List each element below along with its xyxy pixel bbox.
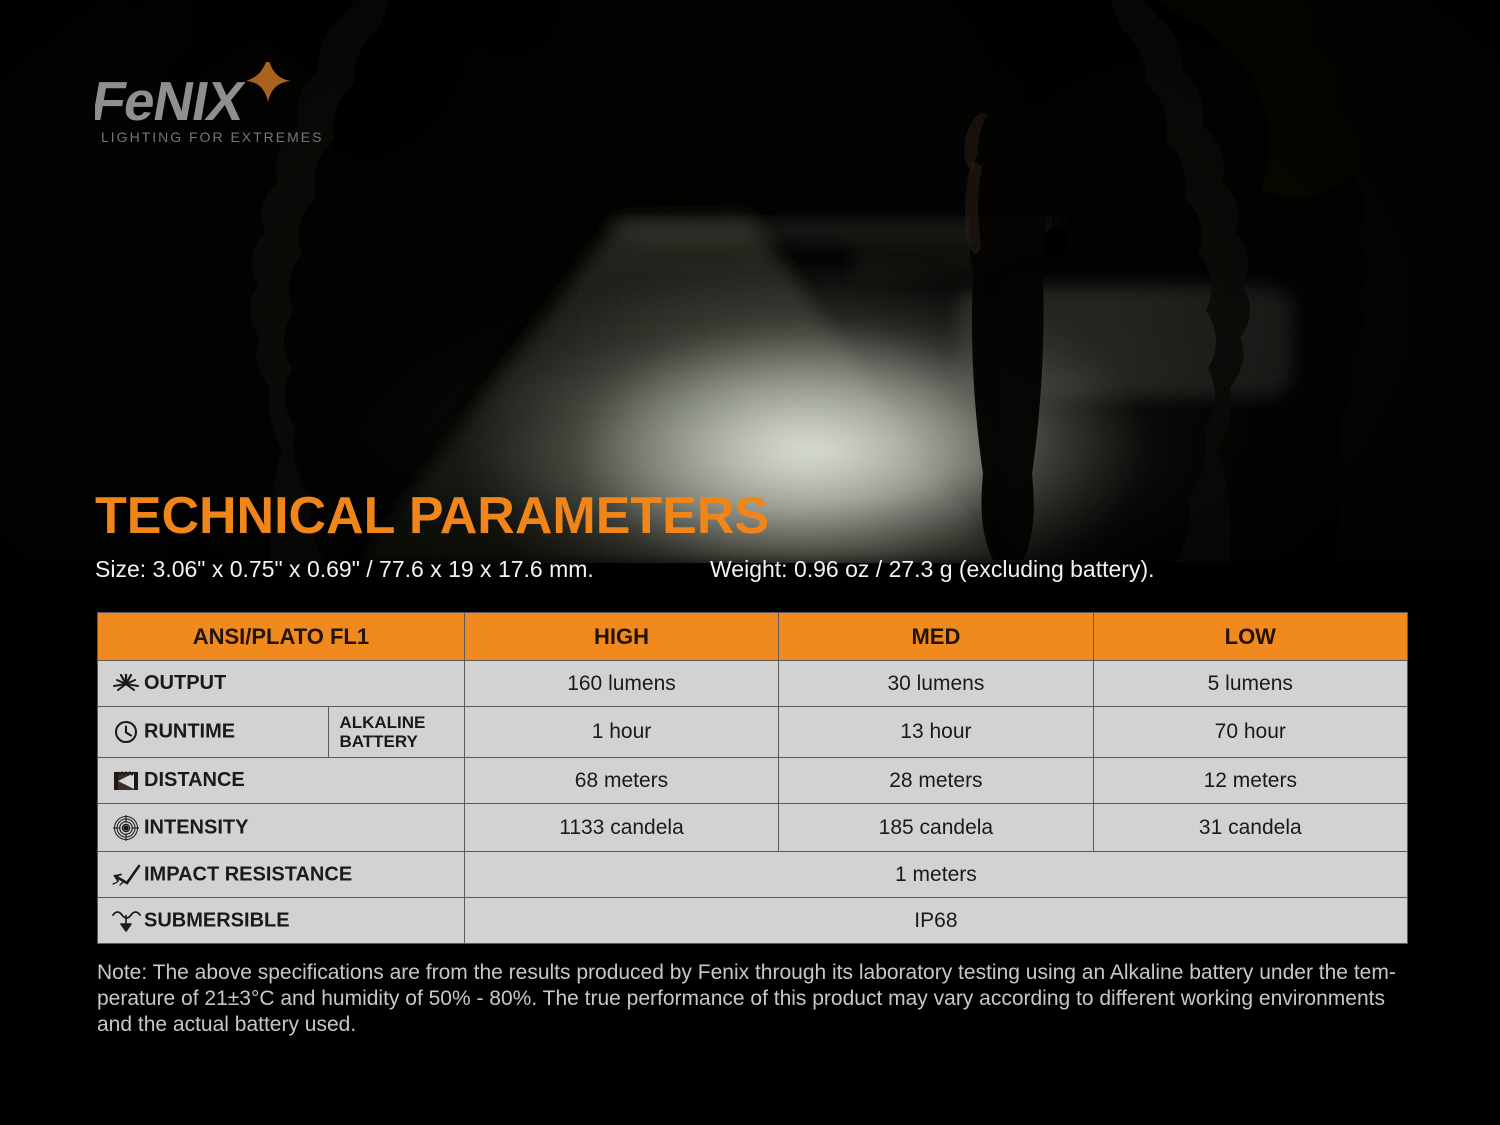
svg-text:FeNIX: FeNIX: [95, 70, 249, 132]
svg-text:LIGHTING FOR EXTREMES: LIGHTING FOR EXTREMES: [101, 129, 323, 145]
